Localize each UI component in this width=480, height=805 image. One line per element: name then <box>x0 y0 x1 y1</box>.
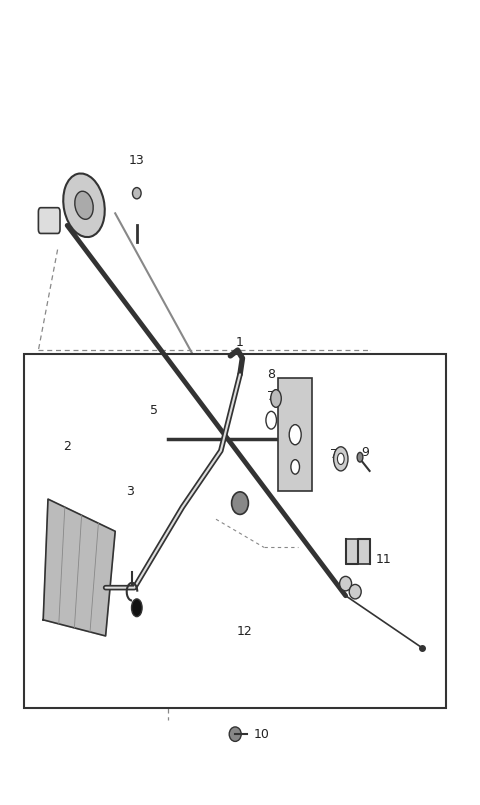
Text: 4: 4 <box>234 505 241 518</box>
Text: 7: 7 <box>330 448 337 461</box>
Ellipse shape <box>337 453 344 464</box>
Text: 7: 7 <box>267 390 275 402</box>
Ellipse shape <box>271 390 281 407</box>
Text: 11: 11 <box>376 553 392 566</box>
Bar <box>24 354 446 708</box>
Text: 13: 13 <box>129 155 144 167</box>
FancyBboxPatch shape <box>38 208 60 233</box>
Ellipse shape <box>63 173 105 237</box>
Text: 2: 2 <box>63 440 71 453</box>
Ellipse shape <box>75 192 93 219</box>
Text: 12: 12 <box>237 625 252 638</box>
Ellipse shape <box>132 599 142 617</box>
Ellipse shape <box>266 411 276 429</box>
Polygon shape <box>43 499 115 636</box>
Text: 9: 9 <box>361 446 369 459</box>
Ellipse shape <box>132 188 141 199</box>
Ellipse shape <box>357 452 363 462</box>
Text: 10: 10 <box>253 728 270 741</box>
Bar <box>278 378 312 491</box>
Text: 8: 8 <box>267 368 275 381</box>
Ellipse shape <box>229 727 241 741</box>
Ellipse shape <box>349 584 361 599</box>
Ellipse shape <box>289 425 301 444</box>
Ellipse shape <box>291 460 300 474</box>
Text: 5: 5 <box>150 404 157 417</box>
Bar <box>346 539 370 564</box>
Ellipse shape <box>231 492 249 514</box>
Ellipse shape <box>339 576 351 591</box>
Text: 1: 1 <box>236 336 244 349</box>
Text: 6: 6 <box>301 396 309 409</box>
Ellipse shape <box>334 447 348 471</box>
Text: 3: 3 <box>126 485 133 497</box>
